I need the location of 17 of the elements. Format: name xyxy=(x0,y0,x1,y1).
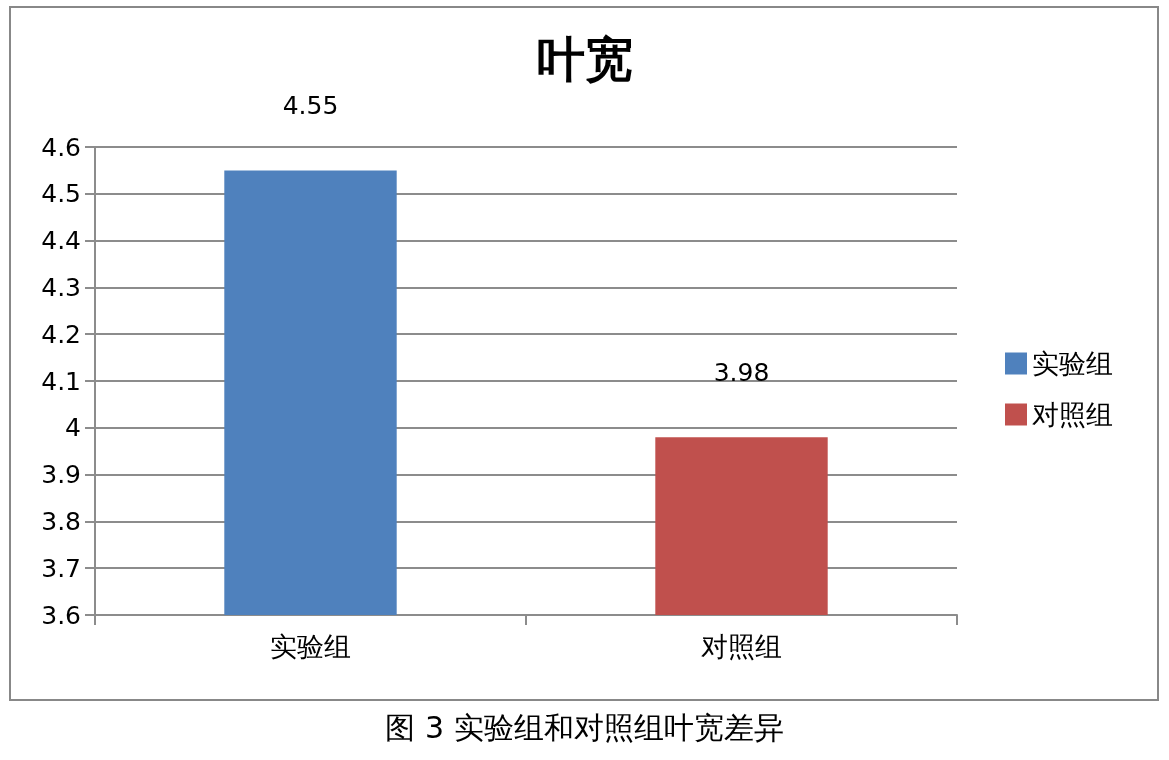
y-tick-label: 4 xyxy=(65,413,81,443)
y-tick-label: 3.9 xyxy=(41,460,81,490)
data-label: 3.98 xyxy=(713,358,770,388)
y-tick-label: 4.1 xyxy=(41,366,81,396)
caption: 图 3 实验组和对照组叶宽差异 xyxy=(385,709,784,745)
y-tick-label: 4.3 xyxy=(41,272,81,302)
legend-label: 实验组 xyxy=(1032,348,1113,379)
chart-title: 叶宽 xyxy=(536,32,633,86)
y-tick-label: 3.8 xyxy=(41,506,81,536)
y-tick-label: 4.4 xyxy=(41,226,81,256)
y-tick-label: 4.6 xyxy=(41,132,81,162)
data-label: 4.55 xyxy=(282,91,339,121)
y-tick-label: 3.7 xyxy=(41,553,81,583)
y-tick-label: 4.5 xyxy=(41,179,81,209)
legend-label: 对照组 xyxy=(1032,399,1113,430)
y-tick-label: 3.6 xyxy=(41,600,81,630)
y-tick-label: 4.2 xyxy=(41,319,81,349)
